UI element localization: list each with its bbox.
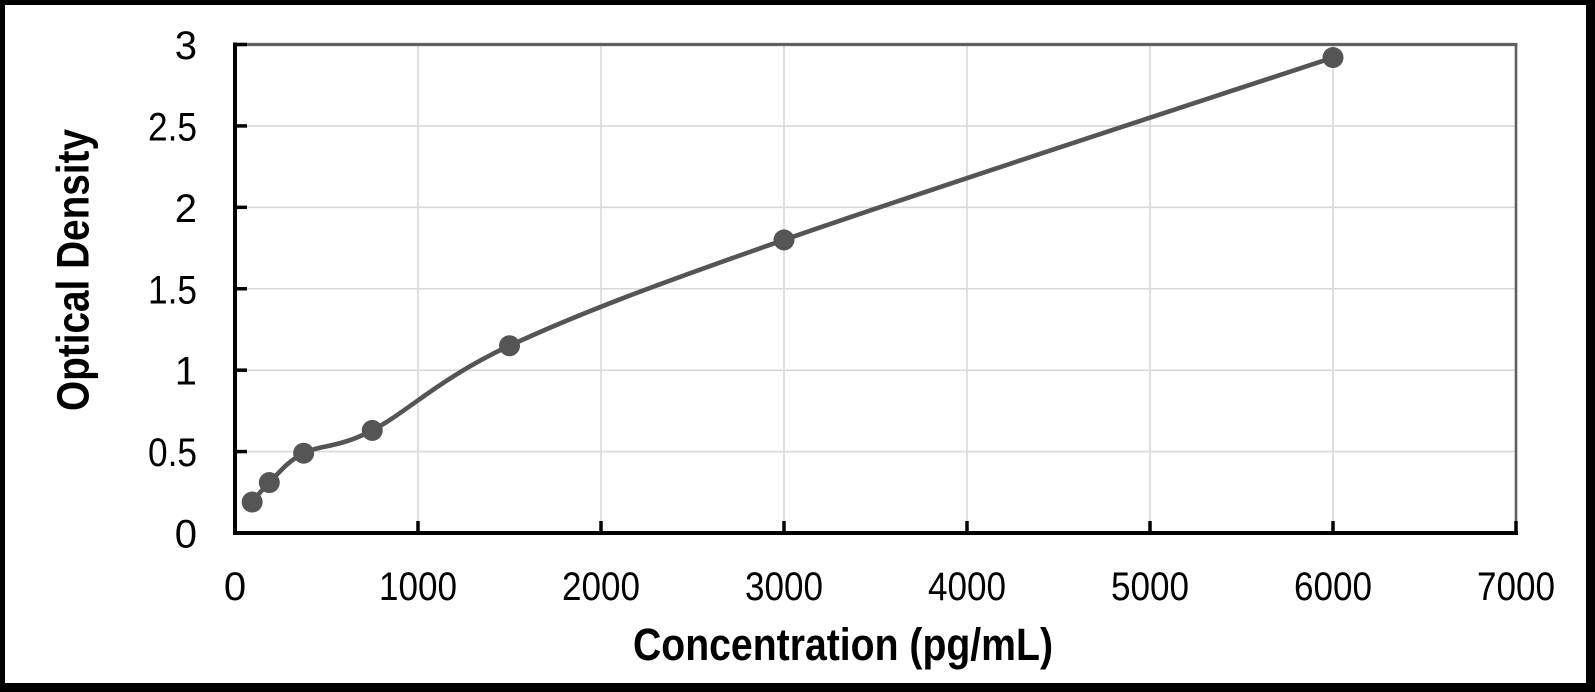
x-tick-label: 2000: [562, 565, 640, 609]
tick-labels: 0 1000 2000 3000 4000 5000 6000 7000 0 0.5 1 1.5 2 2.…: [148, 24, 1555, 609]
y-axis-title: Optical Density: [48, 129, 99, 411]
data-point-marker: [293, 442, 315, 464]
data-points: [241, 47, 1344, 513]
data-point-marker: [773, 229, 795, 251]
y-tick-label: 0.5: [148, 431, 197, 475]
x-tick-label: 4000: [928, 565, 1006, 609]
gridlines: [235, 43, 1517, 533]
x-axis-title: Concentration (pg/mL): [633, 619, 1053, 670]
data-point-marker: [241, 491, 263, 513]
x-tick-label: 0: [224, 565, 246, 609]
data-point-marker: [258, 472, 280, 494]
data-point-marker: [499, 335, 520, 357]
x-tick-label: 7000: [1477, 565, 1555, 609]
y-tick-label: 3: [175, 24, 197, 68]
standard-curve-line: [249, 55, 1336, 505]
x-tick-label: 3000: [745, 565, 823, 609]
x-tick-label: 1000: [379, 565, 457, 609]
y-tick-label: 2: [175, 187, 197, 231]
data-point-marker: [1322, 47, 1344, 69]
x-tick-label: 6000: [1294, 565, 1372, 609]
data-point-marker: [361, 419, 383, 441]
y-tick-label: 1.5: [148, 268, 197, 312]
y-tick-label: 2.5: [148, 105, 197, 149]
y-tick-label: 0: [175, 513, 197, 557]
x-tick-label: 5000: [1111, 565, 1189, 609]
y-tick-label: 1: [175, 350, 197, 394]
